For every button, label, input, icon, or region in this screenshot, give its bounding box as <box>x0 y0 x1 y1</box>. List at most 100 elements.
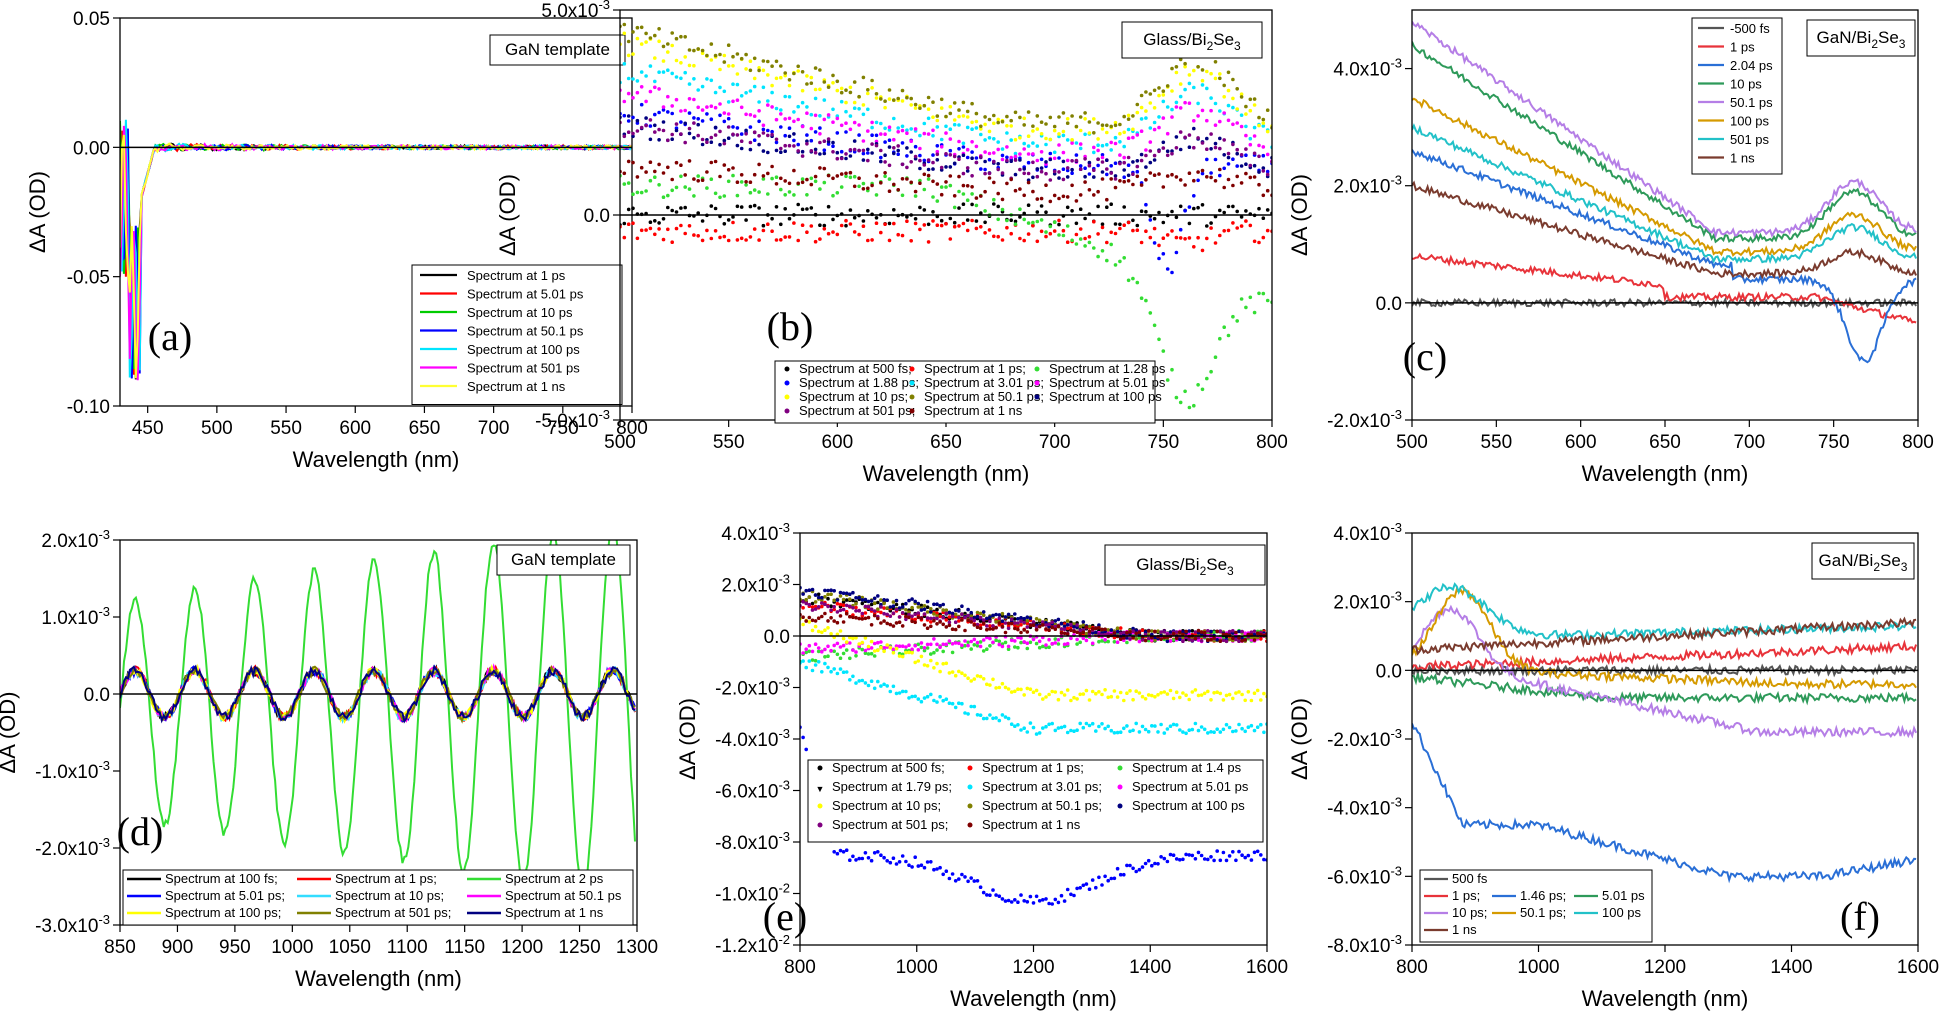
data-point <box>1237 722 1241 727</box>
data-point <box>1235 209 1239 214</box>
data-point <box>851 615 855 620</box>
data-point <box>979 225 983 229</box>
data-point <box>944 185 948 189</box>
data-point <box>752 56 757 61</box>
data-point <box>809 206 814 210</box>
data-point <box>900 99 905 103</box>
data-point <box>805 111 809 115</box>
data-point <box>1196 65 1200 69</box>
data-point <box>1078 142 1083 146</box>
data-point <box>1061 233 1066 238</box>
data-point <box>805 139 809 143</box>
data-point <box>626 159 631 164</box>
data-point <box>939 218 944 223</box>
data-point <box>1261 235 1266 240</box>
data-point <box>1235 174 1239 179</box>
data-point <box>1157 125 1161 130</box>
data-point <box>1118 226 1122 231</box>
legend-marker <box>1034 394 1040 400</box>
data-point <box>913 617 917 622</box>
data-point <box>1144 298 1148 303</box>
data-point <box>1183 208 1187 213</box>
data-point <box>1009 177 1013 182</box>
data-point <box>639 190 644 195</box>
data-point <box>844 88 848 92</box>
data-point <box>1165 267 1170 271</box>
data-point <box>1039 150 1044 154</box>
data-point <box>841 651 846 656</box>
data-point <box>879 684 883 688</box>
data-point <box>1105 240 1109 245</box>
data-point <box>1187 133 1192 137</box>
data-point <box>739 105 744 110</box>
data-point <box>1061 150 1066 155</box>
data-point <box>939 106 944 110</box>
data-point <box>885 606 889 610</box>
data-point <box>657 162 661 167</box>
data-point <box>1074 153 1079 157</box>
data-point <box>739 146 744 151</box>
data-point <box>1148 92 1153 96</box>
data-point <box>807 588 812 592</box>
data-point <box>1096 137 1100 141</box>
data-point <box>1122 726 1126 731</box>
data-point <box>851 648 855 652</box>
data-point <box>1081 692 1086 696</box>
data-point <box>885 859 889 863</box>
series-line-5 <box>1412 97 1917 257</box>
data-point <box>907 696 911 700</box>
data-point <box>1174 105 1179 109</box>
data-point <box>1262 857 1266 862</box>
data-point <box>1249 630 1254 634</box>
data-point <box>1209 171 1213 175</box>
data-point <box>879 853 883 857</box>
data-point <box>1056 697 1061 702</box>
data-point <box>1205 136 1209 141</box>
data-point <box>635 36 640 41</box>
data-point <box>1213 179 1218 183</box>
data-point <box>1174 70 1179 75</box>
legend <box>807 759 1264 843</box>
data-point <box>935 648 939 652</box>
sample-label-box <box>1811 542 1915 580</box>
data-point <box>854 601 858 606</box>
data-point <box>1057 115 1061 119</box>
data-point <box>1152 158 1157 162</box>
data-point <box>869 858 874 863</box>
data-point <box>687 48 692 52</box>
data-point <box>1165 84 1170 88</box>
data-point <box>1078 128 1083 133</box>
data-point <box>978 615 983 620</box>
data-point <box>1096 254 1100 259</box>
data-point <box>1105 130 1109 135</box>
data-point <box>1249 723 1254 728</box>
data-point <box>916 642 921 647</box>
data-point <box>848 222 853 226</box>
data-point <box>835 601 840 606</box>
data-point <box>1239 153 1244 157</box>
data-point <box>926 177 931 181</box>
data-point <box>731 99 735 104</box>
data-point <box>1135 169 1140 174</box>
data-point <box>1152 323 1157 328</box>
data-point <box>922 131 927 136</box>
data-point <box>1092 145 1096 150</box>
data-point <box>1112 876 1117 881</box>
sample-label-box <box>1806 19 1916 57</box>
y-tick-label: -6.0x10-3 <box>715 778 790 803</box>
data-point <box>820 614 824 619</box>
x-tick-label: 1200 <box>1012 957 1054 978</box>
data-point <box>692 177 696 181</box>
data-point <box>1013 158 1018 162</box>
data-point <box>1196 728 1201 733</box>
data-point <box>994 638 998 642</box>
data-point <box>960 618 964 622</box>
data-point <box>900 128 905 133</box>
data-point <box>872 601 877 606</box>
data-point <box>872 851 877 855</box>
legend-entry: 500 fs <box>1452 871 1488 886</box>
data-point <box>1168 852 1173 857</box>
data-point <box>851 674 855 679</box>
data-point <box>978 611 983 616</box>
data-point <box>1174 146 1179 150</box>
